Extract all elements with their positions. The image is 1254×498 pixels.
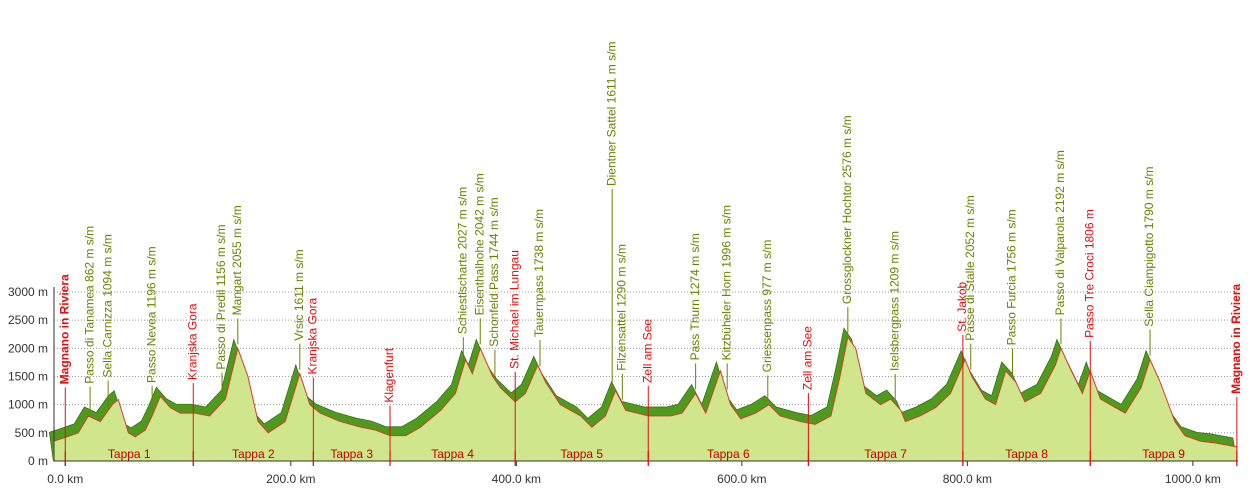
town-label: Magnano in Riviera (1229, 284, 1243, 394)
pass-label: Iselsbergpass 1209 m s/m (887, 231, 901, 371)
pass-label: Grossglockner Hochtor 2576 m s/m (840, 115, 854, 304)
stage-label: Tappa 4 (431, 447, 474, 461)
pass-label: Tauernpass 1738 m s/m (532, 209, 546, 337)
pass-label: Vrsic 1611 m s/m (292, 249, 306, 340)
stage-label: Tappa 7 (864, 447, 907, 461)
pass-label: Dientner Sattel 1611 m s/m (604, 42, 618, 187)
town-label: Zell am See (640, 319, 654, 383)
pass-label: Passo Furcia 1756 m s/m (1005, 209, 1019, 345)
x-tick-label: 200.0 km (266, 472, 315, 486)
stage-label: Tappa 8 (1005, 447, 1048, 461)
stage-label: Tappa 5 (560, 447, 603, 461)
pass-label: Pass Thurn 1274 m s/m (688, 233, 702, 360)
town-label: St. Michael im Lungau (507, 250, 521, 369)
pass-label: Passo di Predil 1156 m s/m (214, 224, 228, 369)
x-tick-label: 0.0 km (47, 472, 83, 486)
pass-label: Filzensattel 1290 m s/m (614, 244, 628, 371)
pass-label: Griessenpass 977 m s/m (760, 240, 774, 373)
x-tick-label: 1000.0 km (1165, 472, 1221, 486)
y-tick-label: 500 m (15, 426, 48, 440)
pass-label: Schiestlscharte 2027 m s/m (455, 187, 469, 334)
town-label: Passo Tre Croci 1806 m (1082, 209, 1096, 338)
profile-area (53, 337, 1237, 461)
pass-label: Passe di Stalle 2052 m s/m (963, 195, 977, 340)
stage-label: Tappa 2 (232, 447, 275, 461)
stage-label: Tappa 3 (330, 447, 373, 461)
town-label: Klagenfurt (382, 347, 396, 402)
y-tick-label: 2000 m (8, 341, 48, 355)
y-tick-label: 1000 m (8, 398, 48, 412)
stage-label: Tappa 9 (1142, 447, 1185, 461)
town-label: Zell am See (801, 326, 815, 390)
pass-label: Mangart 2055 m s/m (230, 205, 244, 315)
pass-label: Schonfeld Pass 1744 m s/m (487, 197, 501, 346)
pass-label: Sella Carnizza 1094 m s/m (100, 234, 114, 377)
town-label: Magnano in Riviera (57, 274, 71, 384)
y-tick-label: 1500 m (8, 370, 48, 384)
y-tick-label: 0 m (28, 454, 48, 468)
pass-label: Passo di Tanamea 862 m s/m (82, 226, 96, 384)
x-tick-label: 800.0 km (943, 472, 992, 486)
pass-label: Kitzbüheler Horn 1996 m s/m (719, 205, 733, 360)
pass-label: Eisenthalhohe 2042 m s/m (472, 173, 486, 315)
town-label: Kranjska Gora (306, 297, 320, 374)
pass-label: Sella Ciampigotto 1790 m s/m (1142, 167, 1156, 327)
y-tick-label: 3000 m (8, 285, 48, 299)
pass-label: Passo di Valparola 2192 m s/m (1053, 150, 1067, 315)
y-tick-label: 2500 m (8, 313, 48, 327)
pass-label: Passo Nevea 1196 m s/m (144, 246, 158, 383)
x-tick-label: 600.0 km (717, 472, 766, 486)
stage-label: Tappa 6 (707, 447, 750, 461)
stage-label: Tappa 1 (108, 447, 151, 461)
town-label: Kranjska Gora (185, 303, 199, 380)
x-tick-label: 400.0 km (492, 472, 541, 486)
town-label: St. Jakob (955, 281, 969, 331)
